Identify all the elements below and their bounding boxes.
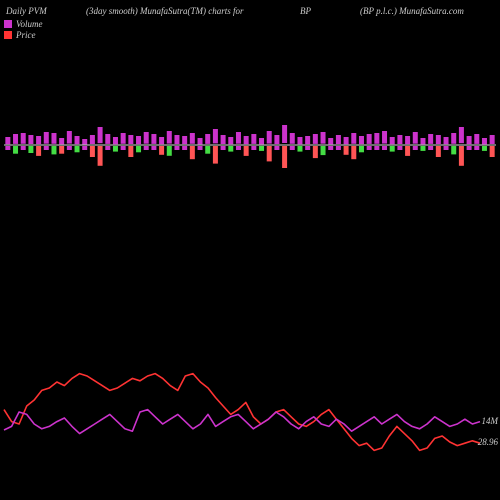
legend: Volume Price <box>4 18 43 40</box>
header-right: (BP p.l.c.) MunafaSutra.com <box>360 6 464 16</box>
price-axis-label: 28.96 <box>478 437 498 447</box>
legend-price-swatch <box>4 31 12 39</box>
legend-volume-label: Volume <box>16 19 43 29</box>
legend-price-label: Price <box>16 30 36 40</box>
lower-chart <box>0 340 500 460</box>
header-left: Daily PVM <box>6 6 47 16</box>
chart-header: Daily PVM (3day smooth) MunafaSutra(TM) … <box>0 4 500 18</box>
header-mid: (3day smooth) MunafaSutra(TM) charts for <box>86 6 244 16</box>
header-ticker: BP <box>300 6 311 16</box>
legend-volume-swatch <box>4 20 12 28</box>
volume-axis-label: 14M <box>482 416 499 426</box>
upper-chart <box>0 100 500 190</box>
legend-volume: Volume <box>4 18 43 29</box>
legend-price: Price <box>4 29 43 40</box>
